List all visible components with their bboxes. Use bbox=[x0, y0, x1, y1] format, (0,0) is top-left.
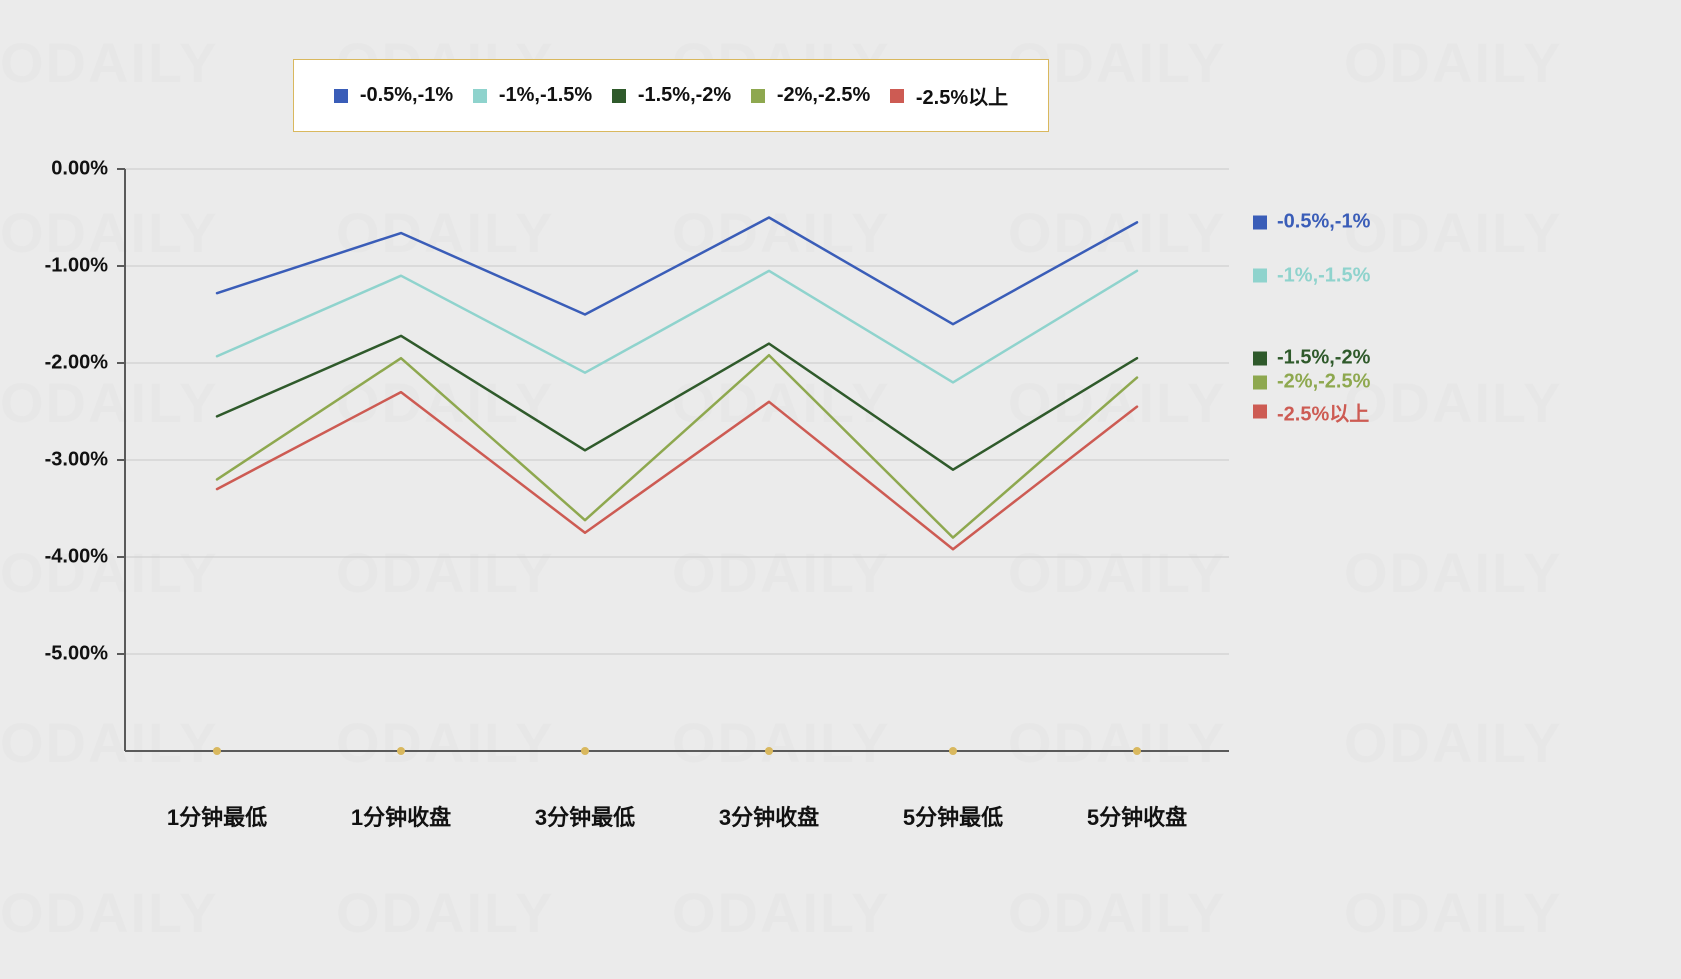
series-swatch-icon bbox=[1253, 405, 1267, 419]
y-tick-label: -4.00% bbox=[45, 546, 108, 569]
series-swatch-icon bbox=[1253, 215, 1267, 229]
series-end-label: -2.5%以上 bbox=[1253, 397, 1369, 426]
line-chart bbox=[0, 0, 1681, 979]
x-tick-marker-icon bbox=[397, 747, 405, 755]
series-swatch-icon bbox=[1253, 375, 1267, 389]
y-tick-label: -2.00% bbox=[45, 352, 108, 375]
x-tick-label: 1分钟最低 bbox=[167, 800, 267, 832]
x-tick-label: 5分钟收盘 bbox=[1087, 800, 1187, 832]
x-tick-marker-icon bbox=[949, 747, 957, 755]
y-tick-label: 0.00% bbox=[51, 158, 108, 181]
y-tick-label: -3.00% bbox=[45, 449, 108, 472]
x-tick-marker-icon bbox=[765, 747, 773, 755]
y-tick-label: -5.00% bbox=[45, 643, 108, 666]
series-end-text: -0.5%,-1% bbox=[1277, 211, 1370, 234]
series-line bbox=[217, 392, 1137, 549]
x-tick-marker-icon bbox=[581, 747, 589, 755]
series-end-label: -1%,-1.5% bbox=[1253, 264, 1370, 287]
series-line bbox=[217, 355, 1137, 537]
series-end-text: -2.5%以上 bbox=[1277, 397, 1369, 426]
series-swatch-icon bbox=[1253, 269, 1267, 283]
series-line bbox=[217, 271, 1137, 383]
y-tick-label: -1.00% bbox=[45, 255, 108, 278]
series-end-label: -0.5%,-1% bbox=[1253, 211, 1370, 234]
x-tick-marker-icon bbox=[213, 747, 221, 755]
x-tick-label: 1分钟收盘 bbox=[351, 800, 451, 832]
series-end-text: -1%,-1.5% bbox=[1277, 264, 1370, 287]
series-end-label: -1.5%,-2% bbox=[1253, 347, 1370, 370]
series-end-text: -1.5%,-2% bbox=[1277, 347, 1370, 370]
series-end-label: -2%,-2.5% bbox=[1253, 371, 1370, 394]
series-line bbox=[217, 218, 1137, 325]
x-tick-label: 3分钟最低 bbox=[535, 800, 635, 832]
series-end-text: -2%,-2.5% bbox=[1277, 371, 1370, 394]
x-tick-marker-icon bbox=[1133, 747, 1141, 755]
x-tick-label: 3分钟收盘 bbox=[719, 800, 819, 832]
series-swatch-icon bbox=[1253, 351, 1267, 365]
x-tick-label: 5分钟最低 bbox=[903, 800, 1003, 832]
